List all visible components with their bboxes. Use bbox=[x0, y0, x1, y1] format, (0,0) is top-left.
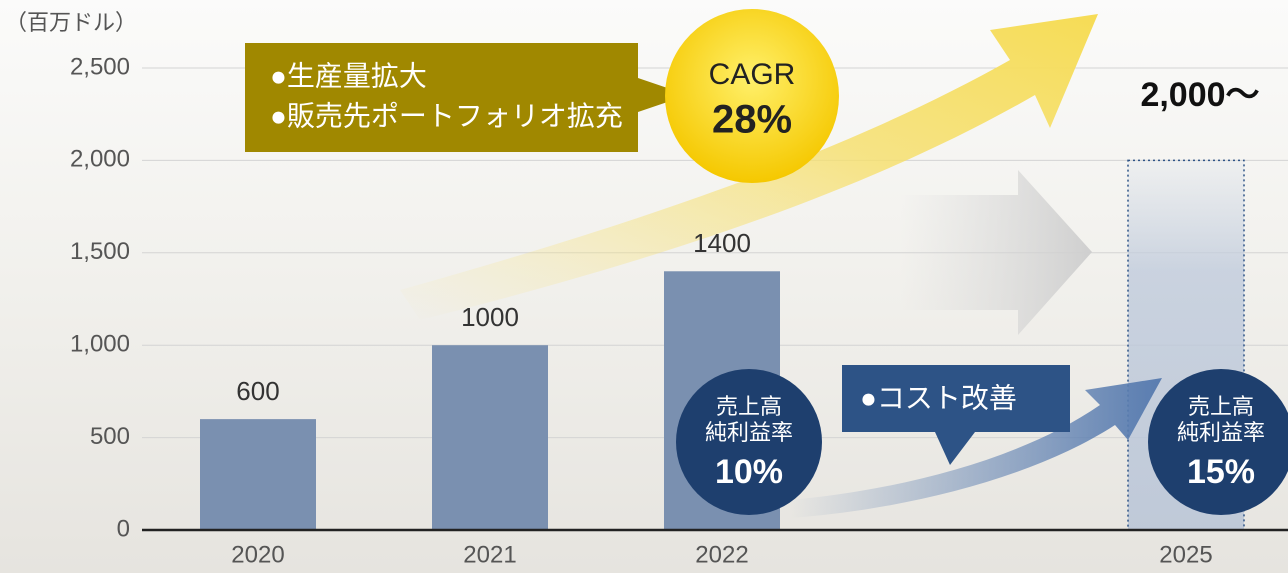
callout-item: ●生産量拡大 bbox=[270, 60, 427, 91]
y-tick-label: 500 bbox=[90, 423, 130, 450]
y-tick-label: 2,000 bbox=[70, 146, 130, 173]
margin-label: 純利益率 bbox=[1177, 420, 1265, 445]
margin-label: 売上高 bbox=[1188, 394, 1254, 419]
y-tick-label: 0 bbox=[117, 515, 130, 542]
callout-box bbox=[245, 43, 688, 152]
x-tick-label: 2021 bbox=[463, 541, 516, 568]
bar bbox=[200, 419, 316, 530]
value-label: 2,000～ bbox=[1140, 76, 1259, 114]
y-tick-label: 2,500 bbox=[70, 53, 130, 80]
y-tick-label: 1,500 bbox=[70, 238, 130, 265]
cost-item: ●コスト改善 bbox=[860, 382, 1017, 413]
gray-arrow bbox=[900, 170, 1092, 335]
value-label: 600 bbox=[236, 376, 279, 406]
bar bbox=[432, 345, 548, 530]
margin-label: 売上高 bbox=[716, 394, 782, 419]
y-unit: （百万ドル） bbox=[5, 10, 137, 35]
x-tick-label: 2022 bbox=[695, 541, 748, 568]
margin-value: 10% bbox=[715, 453, 783, 491]
y-tick-label: 1,000 bbox=[70, 331, 130, 358]
cagr-value: 28% bbox=[712, 98, 792, 142]
cost-box bbox=[842, 365, 1070, 465]
margin-value: 15% bbox=[1187, 453, 1255, 491]
x-tick-label: 2020 bbox=[231, 541, 284, 568]
growth-arrow bbox=[400, 14, 1098, 320]
margin-circle bbox=[1148, 369, 1288, 515]
cost-arrow bbox=[790, 378, 1162, 518]
x-tick-label: 2025 bbox=[1159, 541, 1212, 568]
cagr-circle bbox=[665, 9, 839, 183]
value-label: 1000 bbox=[461, 302, 519, 332]
cagr-label: CAGR bbox=[709, 58, 796, 91]
value-label: 1400 bbox=[693, 228, 751, 258]
margin-label: 純利益率 bbox=[705, 420, 793, 445]
margin-circle bbox=[676, 369, 822, 515]
callout-item: ●販売先ポートフォリオ拡充 bbox=[270, 100, 623, 131]
